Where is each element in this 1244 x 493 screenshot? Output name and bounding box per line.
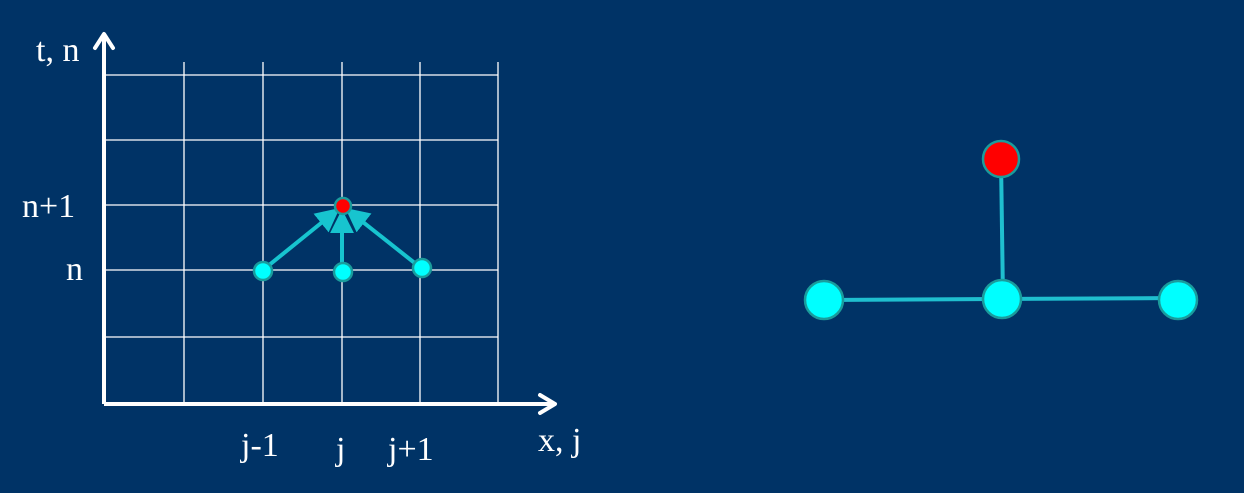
grid-nodes (252, 196, 433, 283)
arrow-from-j-plus-1 (345, 208, 423, 270)
row-label-n-plus-1: n+1 (22, 188, 76, 225)
node-j-minus-1-n (252, 260, 274, 282)
y-axis-label: t, n (36, 32, 80, 69)
stencil-shape (803, 139, 1199, 321)
stencil-vertical-line (999, 159, 1005, 300)
y-axis-arrowhead (93, 32, 115, 50)
stencil-node-left (803, 279, 845, 321)
stencil-node-top (981, 139, 1021, 179)
x-axis-arrowhead (538, 393, 557, 415)
node-j-n (332, 261, 354, 283)
arrow-from-j-minus-1 (261, 207, 340, 272)
stencil-node-center (981, 278, 1023, 320)
column-label-j-plus-1: j+1 (388, 431, 434, 468)
x-axis-label: x, j (538, 422, 582, 459)
column-label-j: j (336, 431, 346, 468)
stencil-arrows (261, 207, 423, 272)
node-j-plus-1-n (411, 257, 433, 279)
node-j-n-plus-1 (333, 196, 353, 216)
column-label-j-minus-1: j-1 (241, 427, 279, 464)
axes (93, 32, 557, 415)
computational-grid (104, 62, 499, 404)
stencil-node-right (1157, 279, 1199, 321)
row-label-n: n (66, 251, 83, 288)
